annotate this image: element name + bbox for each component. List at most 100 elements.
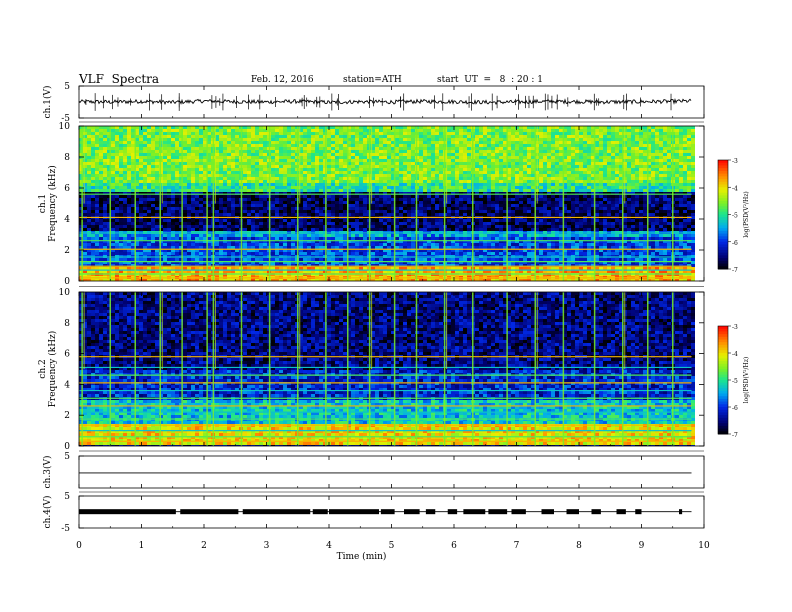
spectro-cell — [667, 177, 671, 180]
spectro-cell — [487, 171, 491, 174]
spectro-cell — [523, 198, 527, 201]
spectro-cell — [635, 183, 639, 186]
spectro-cell — [467, 189, 471, 192]
spectro-cell — [139, 126, 143, 129]
spectro-cell — [515, 129, 519, 132]
spectro-cell — [419, 132, 423, 135]
spectro-cell — [387, 126, 391, 129]
spectro-cell — [487, 144, 491, 147]
spectro-cell — [187, 132, 191, 135]
spectro-cell — [371, 165, 375, 168]
spectro-cell — [223, 183, 227, 186]
spectro-cell — [167, 138, 171, 141]
spectro-cell — [687, 195, 691, 198]
spectro-cell — [479, 126, 483, 129]
spectro-cell — [171, 213, 175, 216]
spectro-cell — [167, 174, 171, 177]
spectro-cell — [559, 156, 563, 159]
spectro-cell — [615, 129, 619, 132]
spectro-cell — [659, 135, 663, 138]
spectro-cell — [199, 129, 203, 132]
spectro-cell — [207, 204, 211, 207]
spectro-cell — [363, 174, 367, 177]
spectro-cell — [387, 213, 391, 216]
spectro-cell — [167, 129, 171, 132]
spectro-cell — [219, 195, 223, 198]
spectro-cell — [579, 126, 583, 129]
spectro-cell — [447, 165, 451, 168]
spectro-cell — [639, 132, 643, 135]
spectro-cell — [127, 141, 131, 144]
spectro-cell — [315, 159, 319, 162]
spectro-cell — [511, 204, 515, 207]
spectro-cell — [655, 126, 659, 129]
spectro-cell — [395, 186, 399, 189]
spectro-cell — [87, 165, 91, 168]
spectro-cell — [223, 207, 227, 210]
spectro-cell — [515, 171, 519, 174]
spectro-cell — [151, 195, 155, 198]
spectro-cell — [215, 171, 219, 174]
spectro-cell — [427, 207, 431, 210]
spectro-cell — [99, 138, 103, 141]
spectro-cell — [155, 156, 159, 159]
spectro-cell — [495, 144, 499, 147]
spectro-cell — [279, 186, 283, 189]
spectro-cell — [647, 174, 651, 177]
spectro-cell — [655, 144, 659, 147]
spectro-cell — [383, 147, 387, 150]
spectro-cell — [487, 186, 491, 189]
spectro-cell — [351, 156, 355, 159]
spectro-cell — [659, 126, 663, 129]
spectro-cell — [287, 174, 291, 177]
spectro-cell — [591, 177, 595, 180]
spectro-cell — [195, 177, 199, 180]
spectro-cell — [223, 195, 227, 198]
spectro-cell — [231, 207, 235, 210]
spectro-cell — [391, 189, 395, 192]
spectro-cell — [347, 153, 351, 156]
spectro-cell — [391, 219, 395, 222]
spectro-cell — [519, 168, 523, 171]
spectro-cell — [319, 147, 323, 150]
spectro-cell — [655, 198, 659, 201]
spectro-cell — [167, 183, 171, 186]
spectro-cell — [147, 162, 151, 165]
spectro-cell — [511, 129, 515, 132]
spectro-cell — [187, 201, 191, 204]
spectro-cell — [83, 201, 87, 204]
spectro-cell — [411, 165, 415, 168]
spectro-cell — [115, 126, 119, 129]
spectro-cell — [611, 213, 615, 216]
spectro-cell — [411, 180, 415, 183]
spectro-cell — [643, 183, 647, 186]
spectro-cell — [151, 138, 155, 141]
spectro-cell — [351, 126, 355, 129]
spectro-cell — [91, 174, 95, 177]
spectro-cell — [503, 177, 507, 180]
spectro-cell — [79, 204, 83, 207]
spectro-cell — [479, 138, 483, 141]
spectro-cell — [143, 180, 147, 183]
spectro-cell — [283, 219, 287, 222]
spectro-cell — [555, 180, 559, 183]
spectro-cell — [591, 186, 595, 189]
spectro-cell — [95, 210, 99, 213]
spectro-cell — [675, 210, 679, 213]
spectro-cell — [111, 147, 115, 150]
spectro-cell — [143, 150, 147, 153]
spectro-cell — [203, 132, 207, 135]
spectro-cell — [179, 147, 183, 150]
spectro-cell — [183, 189, 187, 192]
spectro-cell — [571, 219, 575, 222]
spectro-cell — [99, 177, 103, 180]
spectro-cell — [351, 192, 355, 195]
spectro-cell — [251, 210, 255, 213]
spectro-cell — [647, 129, 651, 132]
spectro-cell — [339, 144, 343, 147]
spectro-cell — [163, 168, 167, 171]
spectro-cell — [83, 144, 87, 147]
spectro-cell — [439, 129, 443, 132]
spectro-cell — [499, 162, 503, 165]
spectro-cell — [455, 213, 459, 216]
